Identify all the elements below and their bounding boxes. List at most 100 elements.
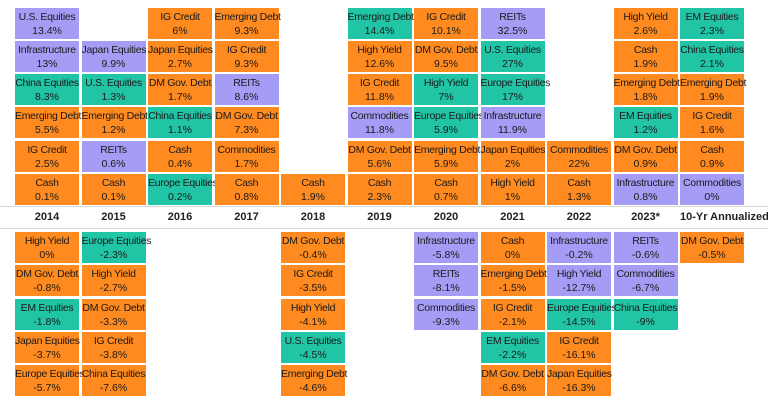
asset-cell: Cash 0.7% [414,174,478,205]
asset-cell: High Yield -12.7% [547,265,611,297]
asset-cell: Emerging Debt -4.6% [281,365,348,397]
asset-name: Europe Equities [547,301,617,314]
asset-cell: DM Gov. Debt 5.6% [347,140,412,172]
asset-cell: Cash 1.9% [281,174,345,205]
asset-return: -2.7% [99,282,128,295]
asset-cell: DM Gov. Debt -0.5% [680,232,744,263]
asset-cell: DM Gov. Debt -3.3% [81,298,146,330]
asset-name: Cash [367,177,392,189]
asset-name: High Yield [556,268,602,281]
asset-return: 0.9% [700,157,724,170]
asset-name: China Equities [680,43,744,56]
asset-name: Cash [301,177,325,189]
asset-return: -9% [636,315,655,328]
asset-name: China Equities [81,368,146,381]
asset-return: 2.1% [700,57,724,70]
asset-name: Emerging Debt [347,10,414,23]
asset-return: 14.4% [364,24,395,37]
asset-name: Japan Equities [148,43,213,56]
asset-cell: IG Credit 1.6% [680,107,744,139]
asset-cell: Commodities -6.7% [613,265,678,297]
asset-return: 11.8% [365,124,394,137]
asset-cell: High Yield -2.7% [81,265,146,297]
asset-cell: Emerging Debt 1.2% [81,107,148,139]
asset-return: 17% [501,91,523,104]
asset-return: 5.6% [367,157,392,170]
asset-name: Commodities [616,268,675,281]
asset-name: Emerging Debt [281,368,348,381]
asset-cell: Infrastructure -0.2% [547,232,611,263]
year-label: 2017 [234,211,259,223]
asset-cell: High Yield 1% [480,174,545,205]
asset-return: 11.8% [365,91,394,104]
asset-cell: Commodities -9.3% [414,298,478,330]
asset-return: 9.9% [101,57,126,70]
asset-name: EM Equities [486,334,539,347]
asset-return: -14.5% [562,315,596,328]
asset-name: Europe Equities [414,110,484,123]
asset-name: REITs [499,10,526,23]
asset-name: Cash [567,177,591,189]
asset-return: 9.5% [434,57,458,70]
asset-return: -0.5% [698,249,726,261]
asset-return: 0.1% [35,191,59,203]
asset-cell: High Yield -4.1% [281,298,345,330]
asset-name: Commodities [217,143,276,156]
asset-return: -0.2% [565,249,593,261]
asset-name: DM Gov. Debt [481,368,544,381]
asset-cell: Europe Equities 17% [480,74,551,106]
asset-return: 5.9% [434,157,458,170]
asset-name: U.S. Equities [85,77,142,90]
asset-return: -3.7% [33,348,61,361]
asset-name: Commodities [350,110,409,123]
asset-cell: IG Credit -2.1% [480,298,545,330]
asset-cell: DM Gov. Debt 0.9% [613,140,678,172]
asset-cell: REITs 32.5% [480,7,545,39]
asset-name: DM Gov. Debt [215,110,278,123]
asset-name: Europe Equities [480,77,551,90]
asset-cell: REITs 0.6% [81,140,146,172]
asset-name: Commodities [683,177,741,189]
asset-return: -3.3% [99,315,128,328]
asset-name: High Yield [357,43,402,56]
asset-return: -0.6% [631,249,660,261]
asset-cell: IG Credit 9.3% [214,40,279,72]
asset-return: 2.7% [168,57,192,70]
asset-return: 2.6% [633,24,658,37]
asset-name: Europe Equities [148,177,218,189]
asset-name: IG Credit [93,334,134,347]
asset-name: Cash [633,43,658,56]
asset-cell: Cash 1.3% [547,174,611,205]
asset-return: -2.2% [498,348,527,361]
asset-name: Infrastructure [417,235,475,247]
asset-return: 5.9% [434,124,458,137]
asset-name: China Equities [613,301,678,314]
asset-return: -5.8% [432,249,460,261]
asset-return: 12.6% [364,57,395,70]
asset-cell: China Equities 1.1% [148,107,212,139]
asset-return: 0.9% [633,157,658,170]
year-label: 2021 [500,211,525,223]
asset-return: 1.2% [101,124,126,137]
asset-return: 10.1% [431,24,461,37]
asset-return: -7.6% [99,382,128,395]
divider [0,228,768,229]
year-label: 2018 [300,211,326,223]
asset-return: 1.7% [168,91,192,104]
asset-return: -4.5% [299,348,327,361]
asset-name: REITs [432,268,460,281]
asset-name: DM Gov. Debt [680,235,744,247]
asset-name: Cash [101,177,126,189]
year-label: 2022 [566,211,592,223]
asset-name: DM Gov. Debt [148,77,212,90]
asset-cell: Cash 2.3% [347,174,412,205]
asset-name: EM Equities [619,110,672,123]
asset-cell: DM Gov. Debt 1.7% [148,74,212,106]
asset-name: Emerging Debt [414,143,481,156]
asset-cell: Cash 0.1% [15,174,79,205]
asset-cell: DM Gov. Debt -0.4% [281,232,345,263]
asset-cell: IG Credit 10.1% [414,7,478,39]
asset-name: Emerging Debt [15,110,82,123]
asset-return: 0.4% [168,157,192,170]
asset-name: Emerging Debt [480,268,547,281]
